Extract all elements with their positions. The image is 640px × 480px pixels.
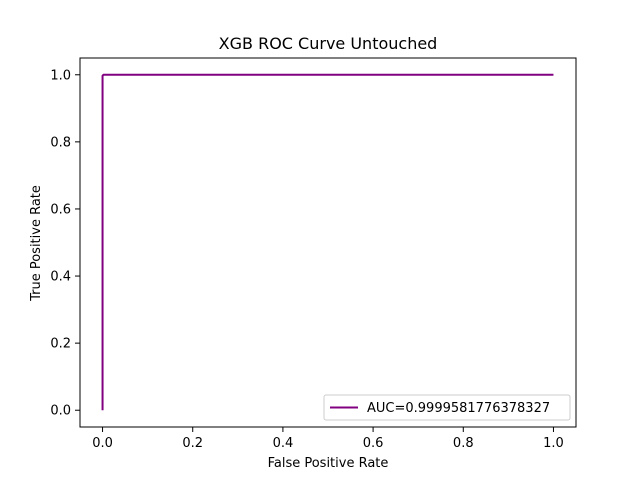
y-tick-label: 0.4 xyxy=(50,270,71,285)
axes-frame xyxy=(79,57,577,428)
y-tick-label: 0.8 xyxy=(50,135,71,150)
legend: AUC=0.9999581776378327 xyxy=(323,394,571,421)
series-line-0 xyxy=(101,73,554,411)
x-tick-label: 1.0 xyxy=(543,436,564,451)
legend-label: AUC=0.9999581776378327 xyxy=(367,401,550,416)
y-axis-label: True Positive Rate xyxy=(29,185,44,302)
y-tick-label: 1.0 xyxy=(50,68,71,83)
axes-background xyxy=(80,58,576,427)
x-tick-label: 0.0 xyxy=(92,436,113,451)
y-tick-label: 0.0 xyxy=(50,404,71,419)
legend-frame xyxy=(323,394,571,421)
y-tick-label: 0.2 xyxy=(50,337,71,352)
x-axis-label: False Positive Rate xyxy=(268,456,389,471)
x-tick-label: 0.4 xyxy=(273,436,294,451)
x-tick-label: 0.2 xyxy=(182,436,203,451)
plot-area: 0.0 0.2 0.4 0.6 0.8 1.0 0.0 0.2 0.4 0.6 0.8 1.0 xyxy=(50,57,577,451)
chart-title: XGB ROC Curve Untouched xyxy=(219,34,438,53)
x-tick-label: 0.6 xyxy=(363,436,384,451)
y-tick-label: 0.6 xyxy=(50,202,71,217)
x-tick-label: 0.8 xyxy=(453,436,474,451)
